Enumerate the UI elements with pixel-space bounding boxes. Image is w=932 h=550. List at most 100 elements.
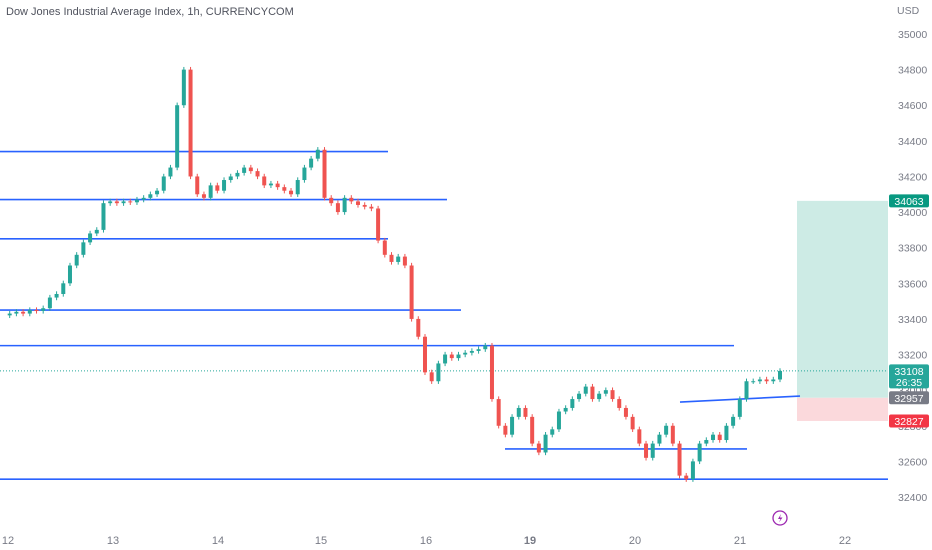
candle-body: [644, 443, 649, 458]
candle-body: [342, 197, 347, 213]
x-tick-label: 13: [107, 535, 119, 547]
x-tick-label: 20: [629, 535, 641, 547]
candle-body: [496, 399, 501, 426]
y-tick-label: 35000: [898, 29, 927, 41]
current-price-badge-label: 33108: [894, 366, 923, 378]
candle-body: [563, 407, 568, 412]
candle-body: [550, 429, 555, 435]
candle-body: [597, 393, 602, 400]
candle-body: [369, 206, 374, 209]
y-tick-label: 33600: [898, 278, 927, 290]
candle-body: [603, 390, 608, 394]
candle-body: [463, 352, 468, 355]
candle-body: [771, 379, 776, 382]
candle-body: [222, 180, 227, 191]
current-price-badge: [889, 364, 929, 389]
x-tick-label: 19: [524, 535, 536, 547]
candle-body: [617, 399, 622, 408]
candle-body: [503, 425, 508, 435]
y-tick-label: 34800: [898, 65, 927, 77]
candle-body: [101, 203, 106, 230]
candle-body: [242, 167, 247, 173]
x-tick-label: 15: [315, 535, 327, 547]
candle-body: [181, 69, 186, 106]
candle-body: [630, 416, 635, 430]
current-price-badge-countdown: 26:35: [896, 377, 922, 389]
candle-body: [141, 197, 146, 200]
candle-body: [235, 172, 240, 177]
candle-body: [201, 194, 206, 198]
candle-body: [356, 201, 361, 205]
candle-body: [349, 197, 354, 202]
candle-body: [61, 283, 66, 294]
candle-body: [67, 265, 72, 284]
candle-body: [155, 190, 160, 195]
candle-body: [751, 381, 756, 383]
candle-body: [670, 425, 675, 444]
candle-body: [215, 185, 220, 191]
stop-zone[interactable]: [797, 397, 888, 421]
candle-body: [556, 411, 561, 430]
candle-body: [516, 407, 521, 417]
candle-body: [128, 201, 133, 203]
position-zones: [0, 200, 888, 421]
candle-body: [7, 313, 12, 316]
candle-body: [188, 69, 193, 177]
candle-body: [711, 434, 716, 441]
y-tick-label: 32400: [898, 492, 927, 504]
candle-body: [148, 194, 153, 198]
target-price-badge-label: 34063: [894, 196, 923, 208]
candle-body: [309, 158, 314, 168]
currency-label: USD: [897, 5, 920, 17]
y-tick-label: 33800: [898, 243, 927, 255]
candle-body: [268, 183, 273, 186]
candle-body: [637, 429, 642, 444]
candle-body: [248, 167, 253, 172]
x-axis: 12 13 14 15 16 19 20 21 22: [2, 535, 851, 547]
candle-body: [14, 311, 19, 314]
candle-body: [34, 310, 39, 312]
candle-body: [469, 350, 474, 353]
lightning-icon[interactable]: [772, 510, 788, 526]
entry-price-badge-label: 32957: [894, 393, 923, 405]
candle-body: [422, 336, 427, 373]
candle-body: [289, 190, 294, 195]
candle-body: [778, 370, 782, 380]
candle-body: [664, 425, 669, 435]
target-zone[interactable]: [797, 200, 888, 398]
candle-body: [429, 372, 434, 382]
candle-body: [362, 204, 367, 207]
candle-body: [295, 180, 300, 195]
candle-body: [27, 310, 32, 314]
candle-body: [389, 254, 394, 262]
candle-body: [302, 167, 307, 181]
candle-body: [121, 201, 126, 204]
candle-body: [543, 434, 548, 453]
candle-body: [610, 390, 615, 400]
y-tick-label: 33400: [898, 314, 927, 326]
candle-body: [737, 399, 742, 417]
candle-series: [7, 66, 782, 482]
candle-body: [523, 407, 528, 417]
candle-body: [483, 345, 488, 350]
candle-body: [697, 443, 702, 462]
candle-body: [436, 363, 441, 382]
candle-body: [456, 354, 461, 359]
candle-body: [590, 386, 595, 400]
candle-body: [536, 443, 541, 453]
target-price-badge: [889, 194, 929, 208]
entry-price-badge: [889, 391, 929, 405]
candle-body: [704, 440, 709, 444]
candle-body: [570, 399, 575, 408]
candle-body: [690, 461, 695, 480]
candle-body: [449, 354, 454, 359]
candle-body: [175, 105, 180, 168]
candle-body: [623, 407, 628, 417]
candle-body: [315, 149, 320, 159]
candle-body: [94, 229, 99, 234]
x-tick-label: 21: [734, 535, 746, 547]
candle-body: [744, 381, 749, 400]
